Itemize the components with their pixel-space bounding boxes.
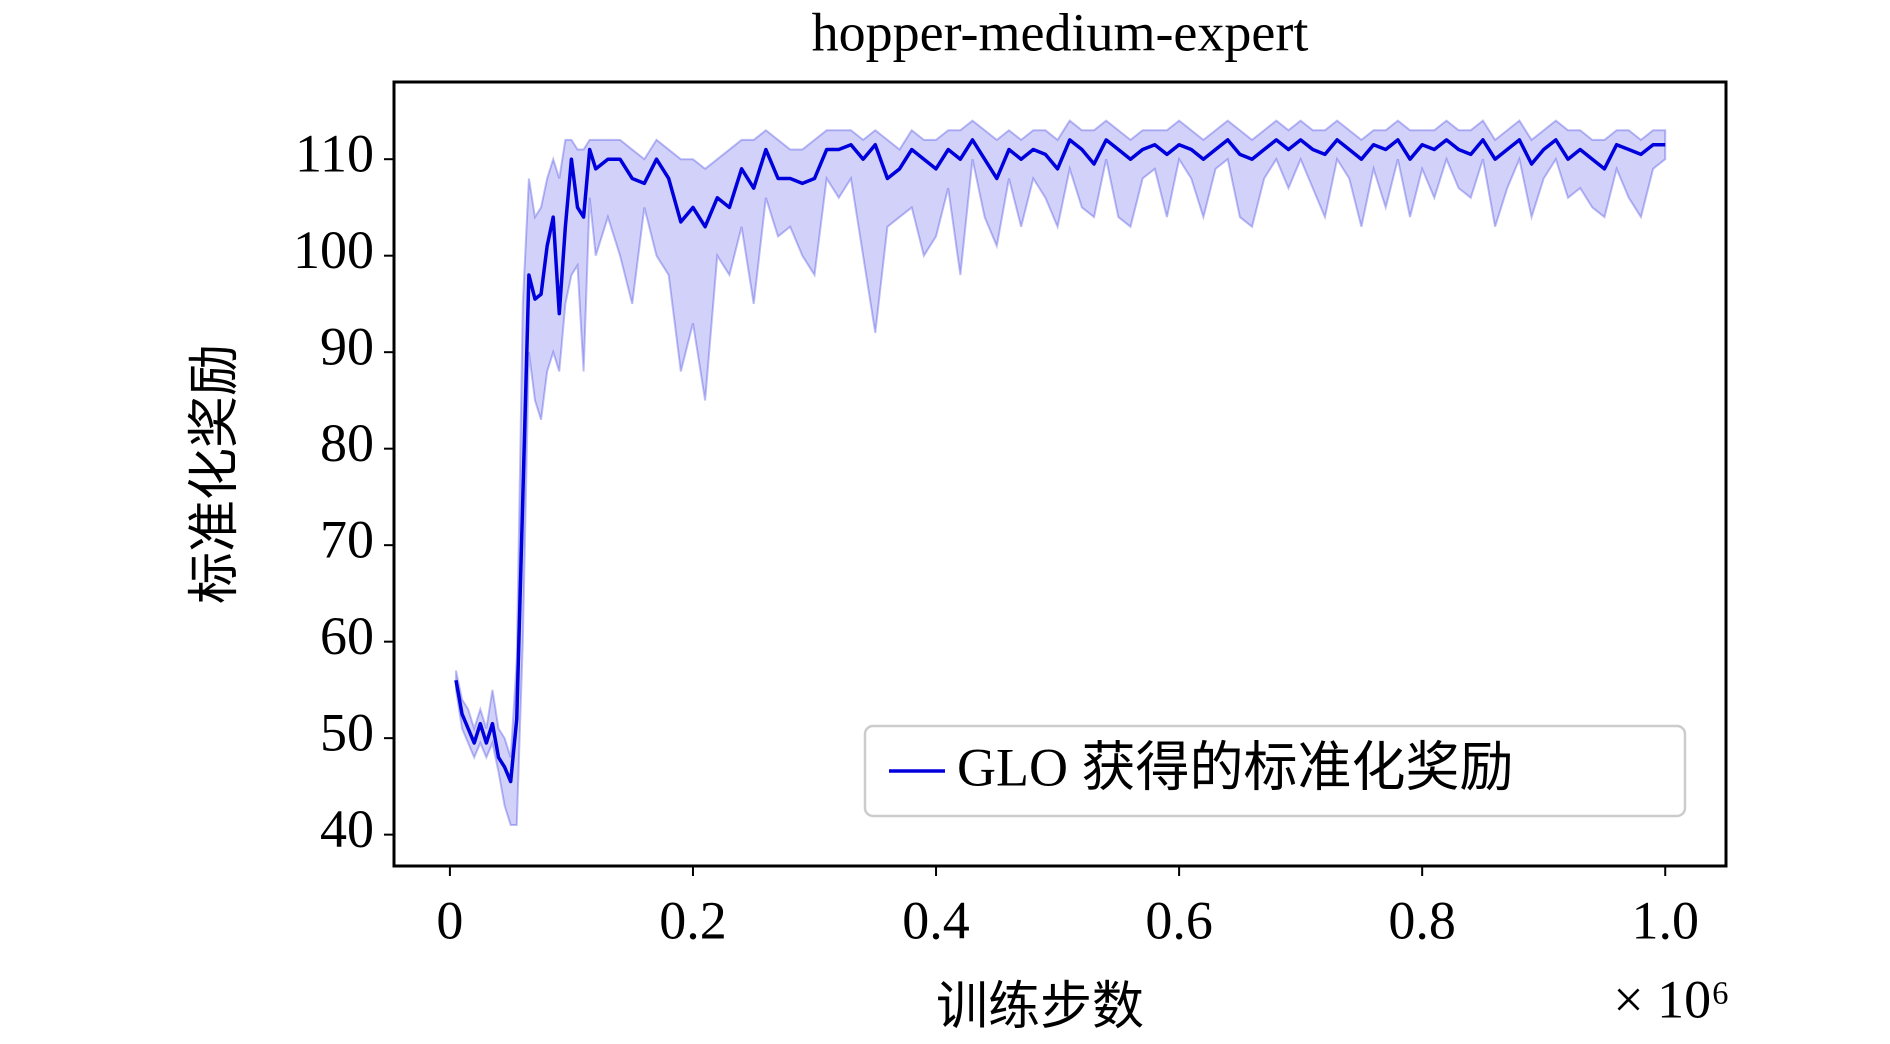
x-tick-label: 0 bbox=[436, 890, 463, 950]
x-axis-label: 训练步数 bbox=[936, 977, 1144, 1037]
x-tick-label: 1.0 bbox=[1631, 890, 1699, 950]
y-tick-label: 70 bbox=[320, 510, 374, 570]
legend-label: GLO 获得的标准化奖励 bbox=[957, 737, 1513, 797]
x-tick-label: 0.8 bbox=[1388, 890, 1456, 950]
y-tick-label: 100 bbox=[293, 220, 374, 280]
y-tick-label: 50 bbox=[320, 703, 374, 763]
y-tick-label: 90 bbox=[320, 317, 374, 377]
y-tick-label: 80 bbox=[320, 413, 374, 473]
y-tick-label: 60 bbox=[320, 606, 374, 666]
x-tick-label: 0.2 bbox=[659, 890, 727, 950]
x-tick-label: 0.6 bbox=[1145, 890, 1213, 950]
confidence-band bbox=[454, 119, 1667, 826]
line bbox=[454, 138, 1666, 784]
y-tick-label: 110 bbox=[295, 124, 374, 184]
plot-frame bbox=[392, 80, 1728, 868]
y-axis-label: 标准化奖励 bbox=[185, 344, 245, 604]
y-tick-label: 40 bbox=[320, 799, 374, 859]
chart-title: hopper-medium-expert bbox=[812, 2, 1309, 62]
x-offset-label: × 10⁶ bbox=[1613, 969, 1730, 1029]
legend-box bbox=[863, 724, 1687, 818]
x-tick-label: 0.4 bbox=[902, 890, 970, 950]
